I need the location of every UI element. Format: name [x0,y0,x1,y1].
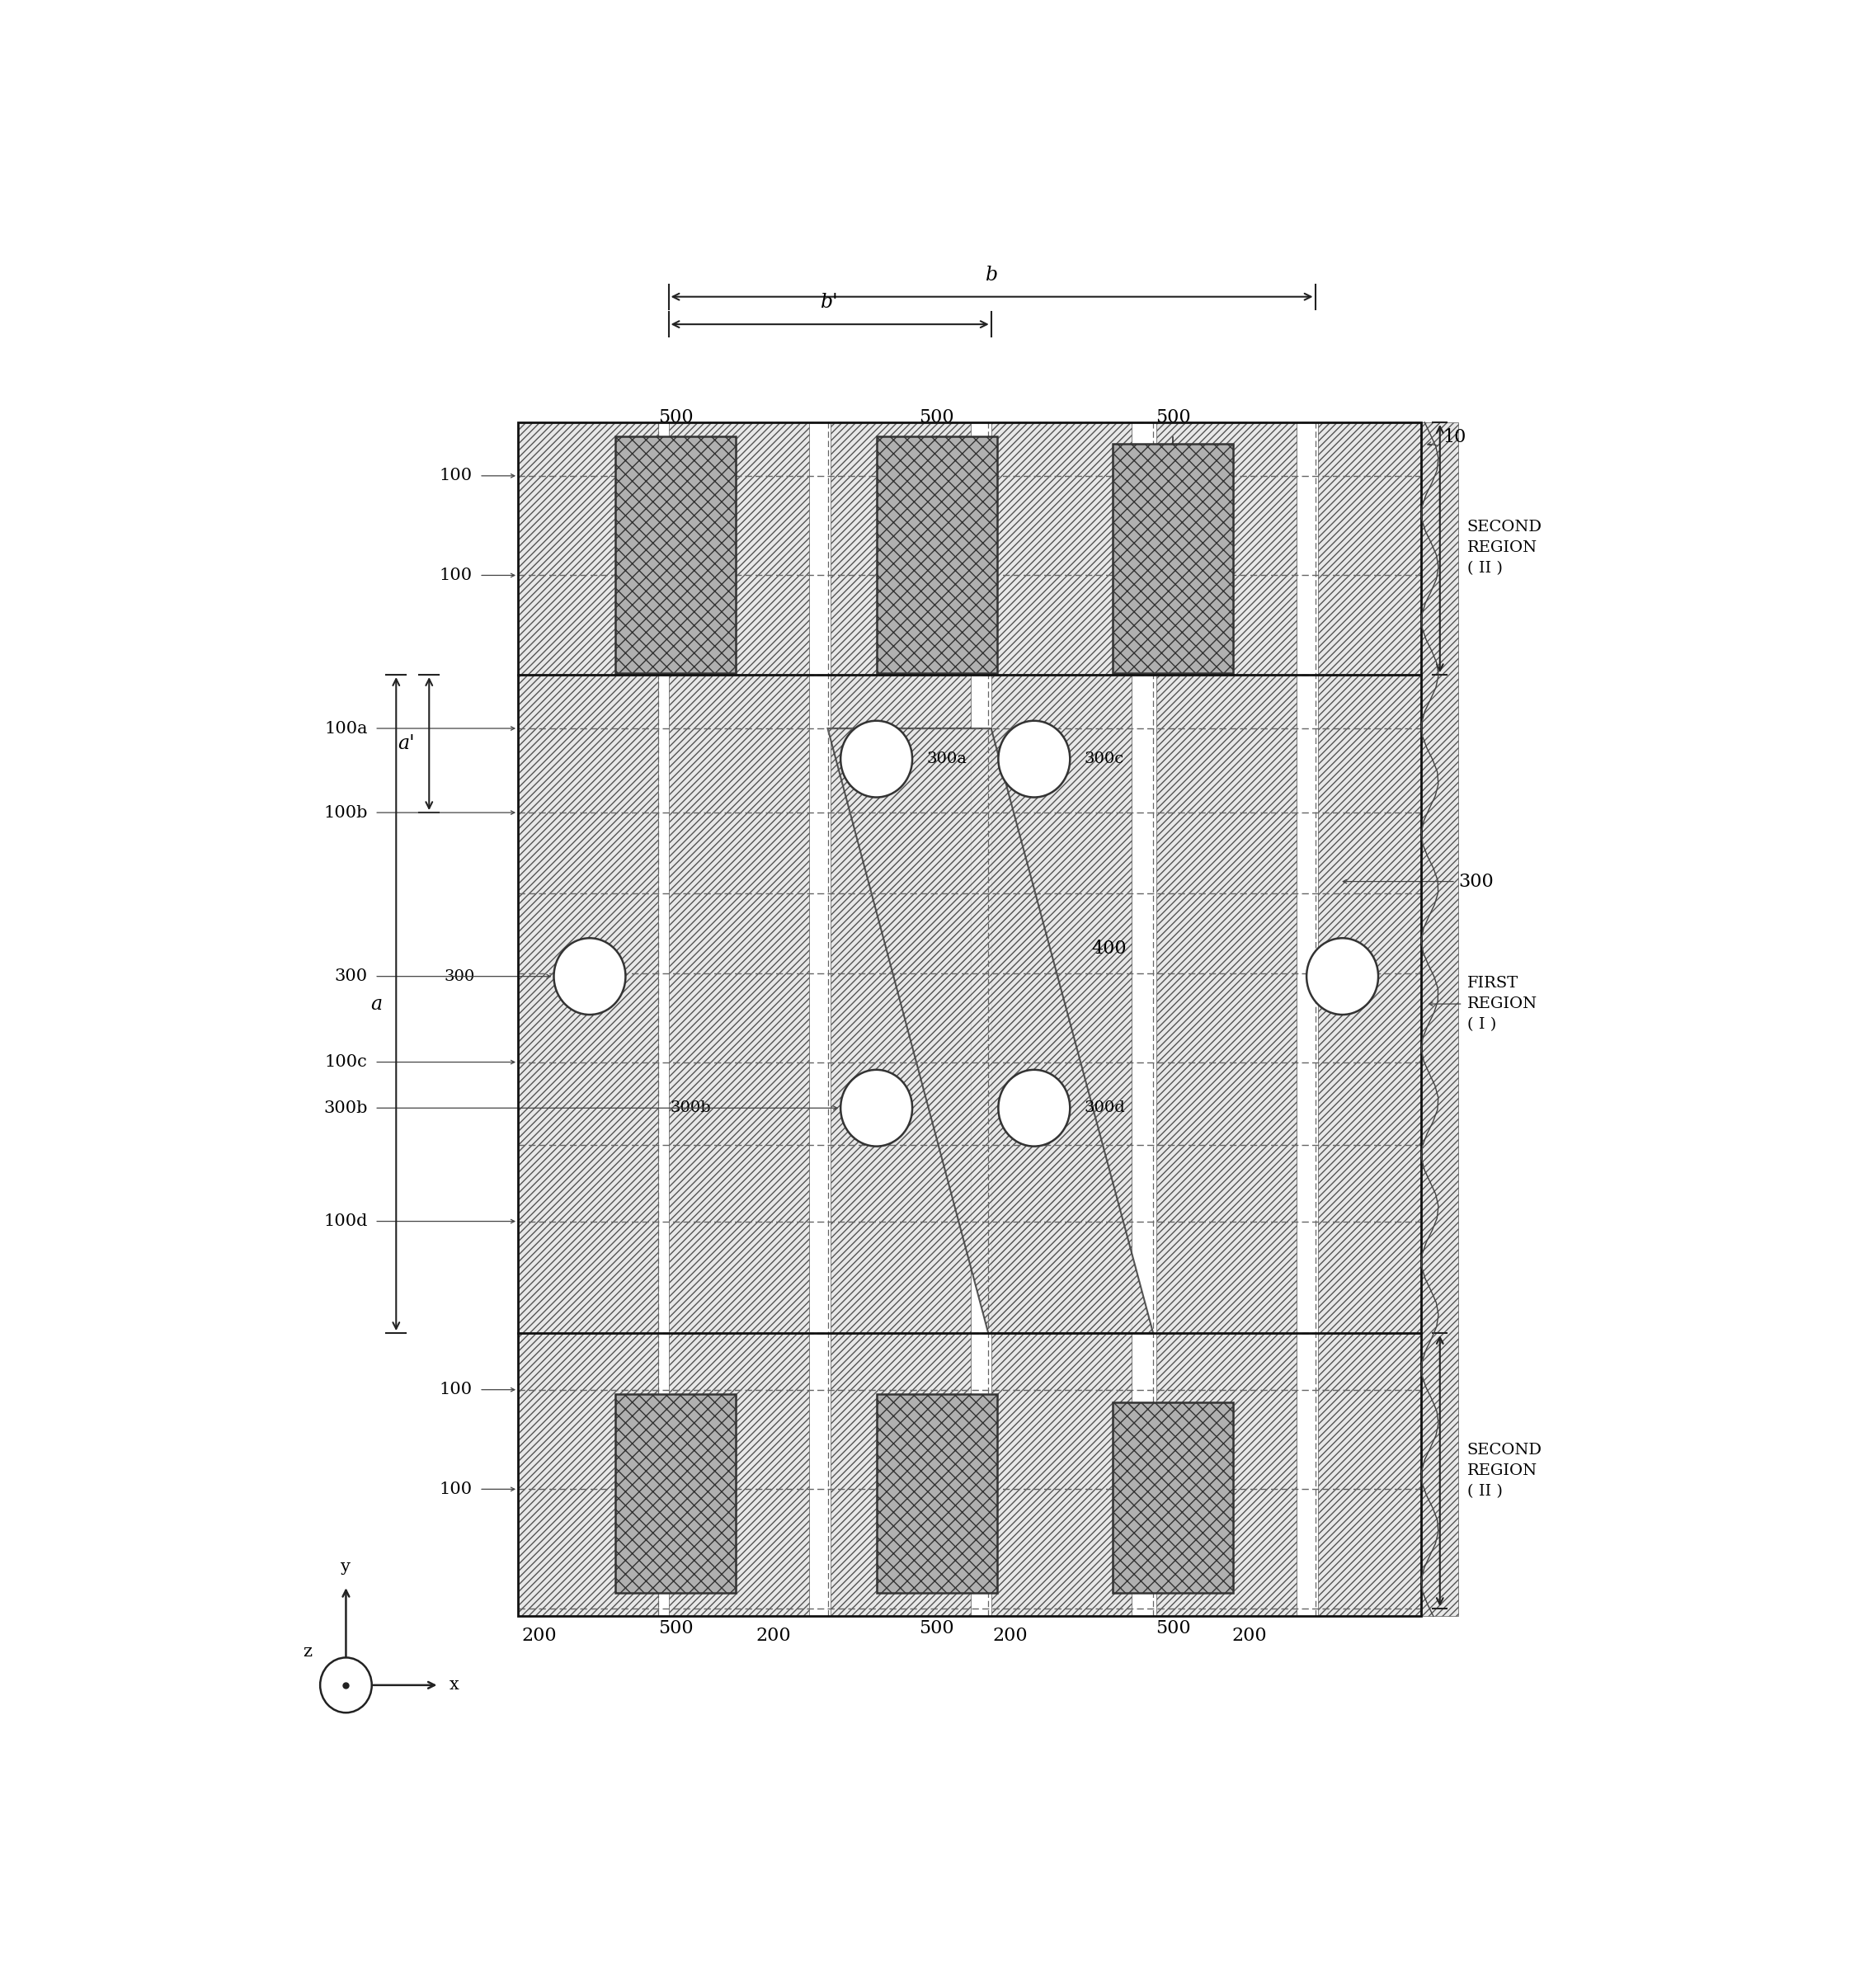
Text: 300: 300 [1458,873,1493,891]
Polygon shape [827,728,1153,1334]
Text: 200: 200 [522,1626,557,1646]
Bar [659,421,668,1616]
Text: 300b: 300b [324,1099,368,1115]
Text: 100: 100 [438,567,472,582]
Text: SECOND
REGION
( II ): SECOND REGION ( II ) [1467,519,1543,577]
Bar [616,1394,736,1592]
Text: 10: 10 [1443,429,1467,447]
Circle shape [999,1070,1069,1147]
Text: 300: 300 [444,968,475,984]
Bar [1156,421,1297,1616]
Bar [1421,421,1458,1616]
Text: SECOND
REGION
( II ): SECOND REGION ( II ) [1467,1443,1543,1499]
Text: 300: 300 [335,968,368,984]
Text: 500: 500 [659,410,694,427]
Text: b': b' [821,292,838,312]
Text: b: b [986,266,999,284]
Bar [1317,421,1458,1616]
Bar [877,435,997,674]
Bar [1114,1402,1234,1592]
Text: 500: 500 [1156,410,1191,427]
Bar [992,421,1132,1616]
Text: 100: 100 [438,1382,472,1398]
Text: 200: 200 [755,1626,790,1646]
Bar [831,421,971,1616]
Bar [808,421,831,1616]
Text: FIRST
REGION
( I ): FIRST REGION ( I ) [1467,976,1537,1032]
Bar [518,421,659,1616]
Text: a: a [370,994,381,1014]
Bar [877,1394,997,1592]
Text: y: y [340,1559,352,1574]
Text: 500: 500 [659,1620,694,1638]
Text: 300c: 300c [1084,751,1125,767]
Bar [1297,421,1317,1616]
Bar [1132,421,1156,1616]
Bar [971,421,992,1616]
Text: 100a: 100a [324,720,368,736]
Text: 200: 200 [1232,1626,1267,1646]
Text: 100c: 100c [326,1054,368,1070]
Bar [616,435,736,674]
Text: 500: 500 [919,1620,955,1638]
Circle shape [320,1658,372,1714]
Bar [518,421,1421,1616]
Text: 100d: 100d [324,1213,368,1229]
Text: 200: 200 [992,1626,1027,1646]
Circle shape [999,722,1069,797]
Text: 100: 100 [438,1481,472,1497]
Text: 100b: 100b [324,805,368,821]
Text: 300d: 300d [1084,1101,1125,1115]
Text: 300a: 300a [927,751,968,767]
Circle shape [840,722,912,797]
Text: 500: 500 [919,410,955,427]
Text: z: z [302,1644,311,1660]
Text: 500: 500 [1156,1620,1191,1638]
Bar [668,421,808,1616]
Text: 400: 400 [1092,940,1127,958]
Circle shape [840,1070,912,1147]
Text: 300b: 300b [670,1101,712,1115]
Circle shape [1306,938,1378,1014]
Text: a': a' [398,734,414,753]
Text: x: x [450,1678,459,1694]
Text: 100: 100 [438,467,472,483]
Circle shape [553,938,625,1014]
Bar [1114,443,1234,674]
